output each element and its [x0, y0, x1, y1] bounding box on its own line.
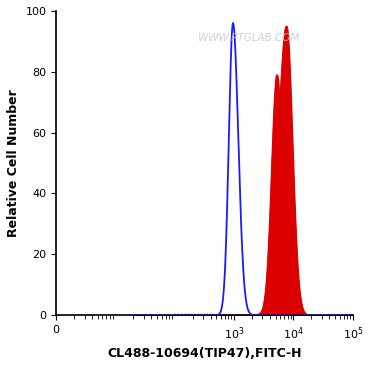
Text: WWW.PTGLAB.COM: WWW.PTGLAB.COM: [198, 33, 300, 43]
Y-axis label: Relative Cell Number: Relative Cell Number: [7, 89, 20, 237]
X-axis label: CL488-10694(TIP47),FITC-H: CL488-10694(TIP47),FITC-H: [107, 347, 302, 360]
